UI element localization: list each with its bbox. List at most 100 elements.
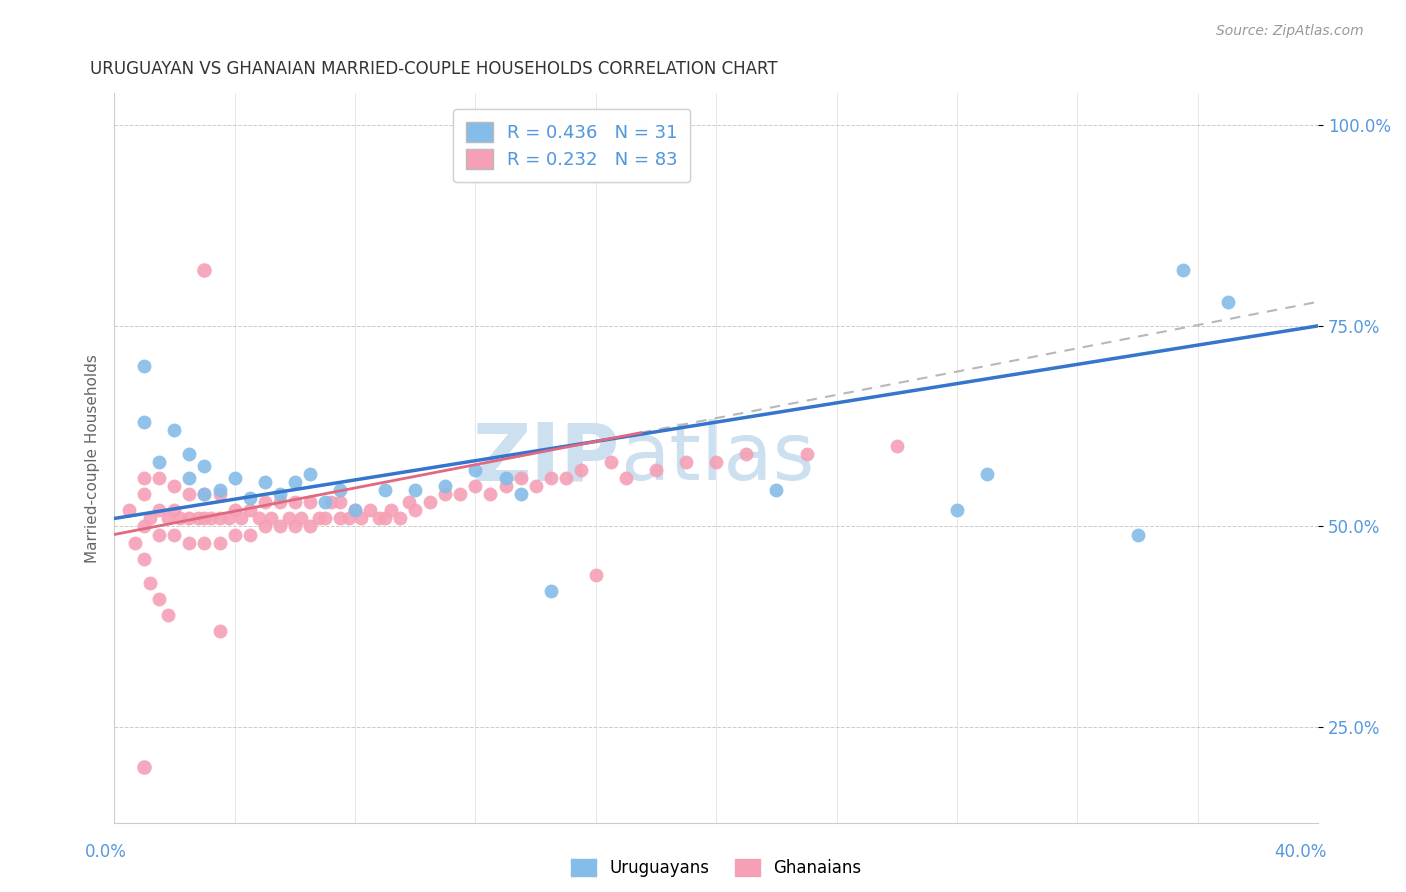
Point — [329, 483, 352, 498]
Point — [224, 471, 246, 485]
Point — [200, 511, 222, 525]
Point — [229, 511, 252, 525]
Point — [139, 511, 162, 525]
Point — [350, 511, 373, 525]
Point — [1126, 527, 1149, 541]
Point — [599, 455, 621, 469]
Point — [704, 455, 727, 469]
Point — [976, 467, 998, 482]
Point — [796, 447, 818, 461]
Point — [179, 535, 201, 549]
Point — [134, 415, 156, 429]
Point — [380, 503, 402, 517]
Point — [269, 495, 291, 509]
Point — [239, 491, 262, 506]
Point — [449, 487, 471, 501]
Point — [134, 359, 156, 373]
Point — [298, 519, 321, 533]
Point — [139, 575, 162, 590]
Point — [157, 607, 180, 622]
Point — [224, 503, 246, 517]
Point — [260, 511, 283, 525]
Point — [148, 471, 170, 485]
Point — [193, 262, 215, 277]
Point — [208, 535, 231, 549]
Point — [124, 535, 146, 549]
Text: URUGUAYAN VS GHANAIAN MARRIED-COUPLE HOUSEHOLDS CORRELATION CHART: URUGUAYAN VS GHANAIAN MARRIED-COUPLE HOU… — [90, 60, 778, 78]
Point — [308, 511, 330, 525]
Point — [374, 511, 396, 525]
Point — [193, 459, 215, 474]
Point — [218, 511, 240, 525]
Point — [675, 455, 697, 469]
Point — [284, 495, 307, 509]
Point — [157, 511, 180, 525]
Point — [419, 495, 441, 509]
Point — [319, 495, 342, 509]
Point — [404, 483, 426, 498]
Point — [169, 511, 191, 525]
Point — [434, 479, 457, 493]
Point — [208, 511, 231, 525]
Point — [193, 487, 215, 501]
Point — [134, 760, 156, 774]
Point — [735, 447, 758, 461]
Point — [193, 535, 215, 549]
Point — [314, 495, 336, 509]
Point — [374, 483, 396, 498]
Point — [134, 471, 156, 485]
Point — [239, 503, 262, 517]
Point — [509, 487, 531, 501]
Point — [193, 487, 215, 501]
Point — [389, 511, 412, 525]
Point — [193, 511, 215, 525]
Point — [269, 519, 291, 533]
Point — [404, 503, 426, 517]
Point — [187, 511, 209, 525]
Text: 0.0%: 0.0% — [84, 843, 127, 861]
Y-axis label: Married-couple Households: Married-couple Households — [86, 354, 100, 563]
Point — [179, 471, 201, 485]
Point — [946, 503, 969, 517]
Point — [179, 487, 201, 501]
Point — [495, 479, 517, 493]
Point — [359, 503, 381, 517]
Point — [179, 511, 201, 525]
Point — [298, 495, 321, 509]
Point — [886, 439, 908, 453]
Point — [569, 463, 592, 477]
Point — [398, 495, 420, 509]
Text: Source: ZipAtlas.com: Source: ZipAtlas.com — [1216, 24, 1364, 38]
Point — [509, 471, 531, 485]
Text: atlas: atlas — [620, 419, 814, 497]
Point — [329, 495, 352, 509]
Point — [134, 487, 156, 501]
Point — [479, 487, 502, 501]
Point — [464, 463, 486, 477]
Point — [524, 479, 547, 493]
Point — [368, 511, 391, 525]
Point — [645, 463, 668, 477]
Point — [148, 503, 170, 517]
Point — [540, 471, 562, 485]
Point — [298, 467, 321, 482]
Point — [614, 471, 637, 485]
Legend: R = 0.436   N = 31, R = 0.232   N = 83: R = 0.436 N = 31, R = 0.232 N = 83 — [453, 110, 690, 182]
Point — [284, 519, 307, 533]
Point — [434, 487, 457, 501]
Point — [118, 503, 141, 517]
Point — [134, 519, 156, 533]
Point — [148, 591, 170, 606]
Point — [247, 511, 270, 525]
Point — [163, 423, 186, 437]
Point — [208, 483, 231, 498]
Point — [495, 471, 517, 485]
Point — [253, 475, 276, 490]
Point — [148, 455, 170, 469]
Point — [163, 503, 186, 517]
Point — [224, 527, 246, 541]
Point — [540, 583, 562, 598]
Point — [239, 527, 262, 541]
Point — [464, 479, 486, 493]
Point — [208, 624, 231, 638]
